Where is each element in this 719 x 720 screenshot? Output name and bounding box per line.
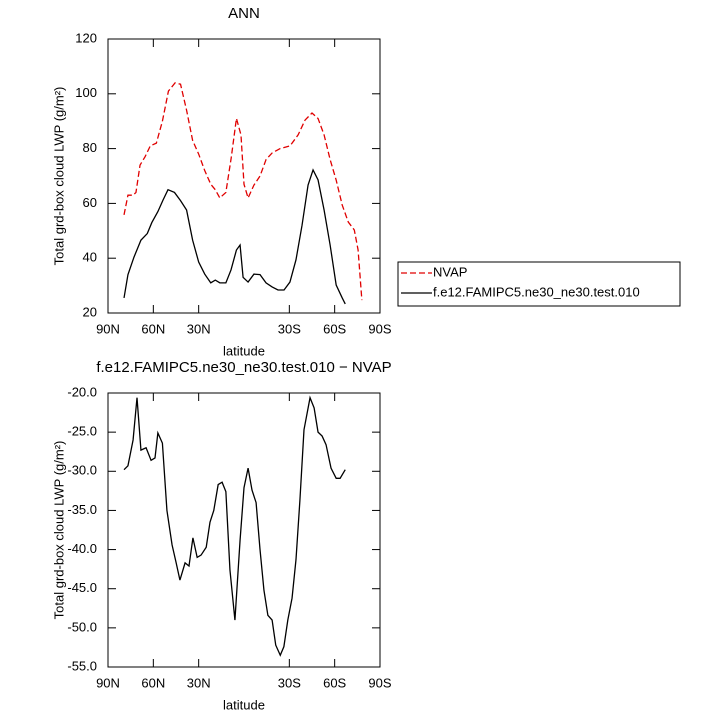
- y-tick-label: -35.0: [67, 502, 97, 517]
- y-tick-label: 120: [75, 30, 97, 45]
- x-tick-label: 30S: [278, 321, 301, 336]
- y-tick-label: 40: [83, 250, 97, 265]
- y-tick-label: 60: [83, 195, 97, 210]
- x-tick-label: 90N: [96, 321, 120, 336]
- plot-frame: [107, 38, 381, 314]
- x-tick-label: 60N: [141, 321, 165, 336]
- y-tick-label: -45.0: [67, 580, 97, 595]
- y-tick-label: 80: [83, 140, 97, 155]
- y-tick-label: -20.0: [67, 384, 97, 399]
- plot-frame: [107, 392, 381, 668]
- y-tick-label: -55.0: [67, 658, 97, 673]
- x-tick-label: 60S: [323, 675, 346, 690]
- y-axis-label: Total grd-box cloud LWP (g/m²): [51, 441, 66, 620]
- series-line: [123, 168, 346, 305]
- y-axis-label: Total grd-box cloud LWP (g/m²): [51, 87, 66, 266]
- chart-title: ANN: [228, 5, 260, 22]
- y-tick-label: 100: [75, 85, 97, 100]
- y-tick-label: -40.0: [67, 541, 97, 556]
- x-axis-label: latitude: [223, 697, 265, 712]
- y-tick-label: -25.0: [67, 424, 97, 439]
- x-tick-label: 60N: [141, 675, 165, 690]
- series-line: [123, 82, 363, 301]
- x-tick-label: 90N: [96, 675, 120, 690]
- x-tick-label: 30N: [187, 321, 211, 336]
- series-line: [123, 395, 346, 657]
- x-tick-label: 60S: [323, 321, 346, 336]
- x-tick-label: 90S: [368, 321, 391, 336]
- x-axis-label: latitude: [223, 343, 265, 358]
- chart-title: f.e12.FAMIPC5.ne30_ne30.test.010 − NVAP: [96, 359, 391, 376]
- y-tick-label: -50.0: [67, 619, 97, 634]
- y-tick-label: 20: [83, 304, 97, 319]
- x-tick-label: 30S: [278, 675, 301, 690]
- x-tick-label: 90S: [368, 675, 391, 690]
- x-tick-label: 30N: [187, 675, 211, 690]
- legend-label: NVAP: [433, 264, 467, 279]
- y-tick-label: -30.0: [67, 463, 97, 478]
- legend-box: [397, 261, 681, 307]
- legend-label: f.e12.FAMIPC5.ne30_ne30.test.010: [433, 284, 640, 299]
